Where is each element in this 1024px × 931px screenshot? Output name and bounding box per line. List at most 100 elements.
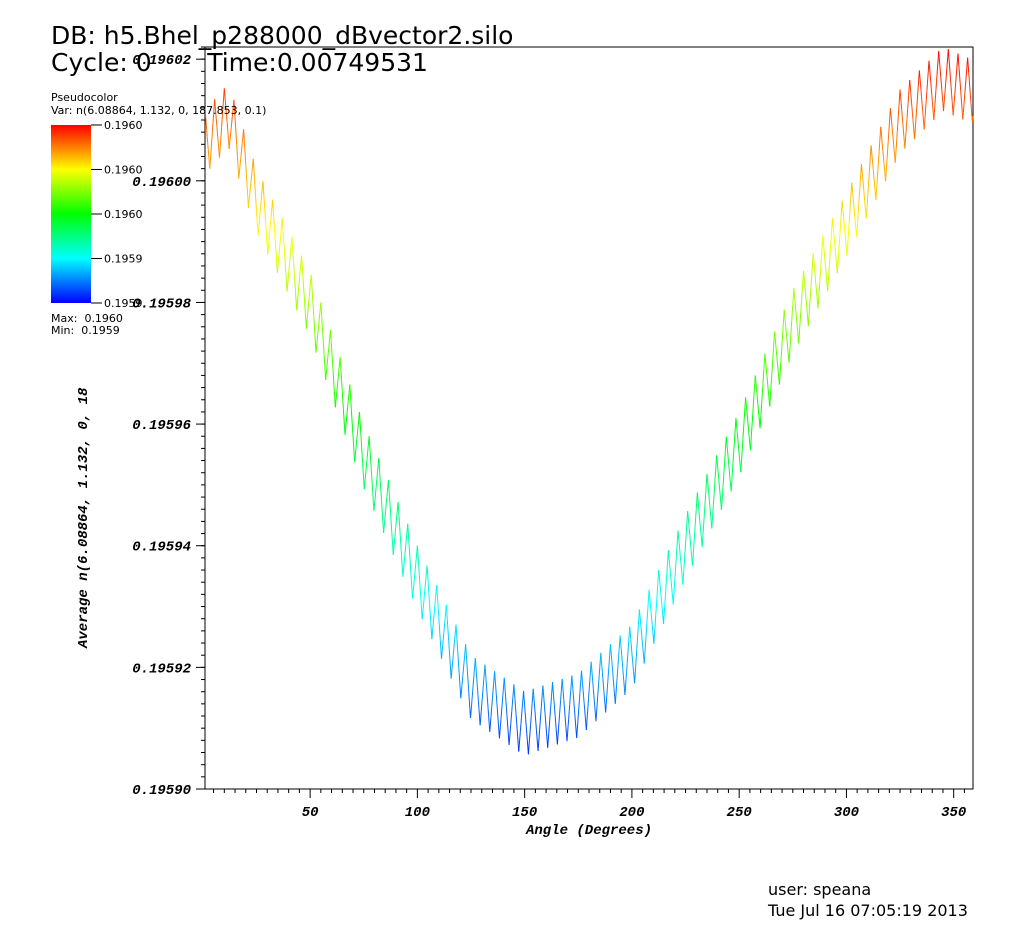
curve-segment xyxy=(287,273,290,280)
curve-segment xyxy=(608,651,611,660)
curve-segment xyxy=(381,507,384,517)
curve-segment xyxy=(892,132,894,139)
curve-segment xyxy=(538,736,540,744)
curve-segment xyxy=(653,627,656,636)
curve-segment xyxy=(742,430,744,439)
curve-segment xyxy=(732,458,734,467)
curve-segment xyxy=(862,182,865,189)
curve-segment xyxy=(901,115,904,123)
curve-segment xyxy=(946,63,948,70)
curve-segment xyxy=(902,128,905,136)
curve-segment xyxy=(600,659,603,667)
curve-segment xyxy=(926,83,928,92)
curve-segment xyxy=(379,474,381,484)
curve-segment xyxy=(635,650,638,659)
curve-segment xyxy=(282,234,285,243)
curve-segment xyxy=(839,224,842,234)
curve-segment xyxy=(790,329,792,338)
curve-segment xyxy=(296,297,299,305)
curve-segment xyxy=(955,74,957,82)
curve-segment xyxy=(216,131,219,139)
curve-segment xyxy=(873,181,876,188)
curve-segment xyxy=(518,738,521,745)
curve-segment xyxy=(585,722,588,731)
curve-segment xyxy=(531,696,534,704)
curve-segment xyxy=(840,208,843,217)
curve-segment xyxy=(526,733,528,741)
curve-segment xyxy=(442,640,444,647)
curve-segment xyxy=(294,285,297,294)
curve-segment xyxy=(570,682,572,691)
curve-segment xyxy=(826,278,828,285)
curve-segment xyxy=(447,629,449,638)
curve-segment xyxy=(575,723,577,731)
curve-segment xyxy=(500,711,503,719)
curve-segment xyxy=(649,595,651,602)
curve-segment xyxy=(387,480,390,489)
curve-segment xyxy=(250,180,252,187)
curve-segment xyxy=(769,389,772,399)
curve-segment xyxy=(887,132,890,141)
curve-segment xyxy=(342,400,344,409)
curve-segment xyxy=(434,597,437,604)
curve-segment xyxy=(925,91,928,100)
curve-segment xyxy=(867,186,869,195)
curve-segment xyxy=(486,694,489,703)
curve-segment xyxy=(641,639,644,646)
curve-segment xyxy=(586,714,588,723)
curve-segment xyxy=(914,123,917,132)
curve-segment xyxy=(612,670,614,678)
curve-segment xyxy=(572,696,575,704)
curve-segment xyxy=(611,664,614,671)
curve-segment xyxy=(229,138,231,144)
curve-segment xyxy=(800,294,803,304)
curve-segment xyxy=(871,151,873,158)
curve-segment xyxy=(952,108,955,116)
curve-segment xyxy=(580,670,583,678)
legend-ticks: 0.1960 0.1960 0.1960 0.1959 0.1959 xyxy=(91,119,143,310)
curve-segment xyxy=(450,672,453,679)
curve-segment xyxy=(513,691,516,700)
curve-segment xyxy=(316,341,318,348)
curve-segment xyxy=(624,679,627,688)
curve-segment xyxy=(733,442,735,451)
curve-segment xyxy=(833,236,836,243)
curve-segment xyxy=(452,648,455,655)
curve-segment xyxy=(943,104,945,112)
curve-segment xyxy=(305,322,308,329)
curve-segment xyxy=(235,126,237,135)
curve-segment xyxy=(359,420,362,430)
curve-segment xyxy=(391,538,394,547)
curve-segment xyxy=(929,73,932,81)
curve-segment xyxy=(515,706,517,715)
curve-segment xyxy=(561,678,564,686)
curve-segment xyxy=(966,64,968,72)
curve-segment xyxy=(347,401,349,407)
curve-segment xyxy=(246,181,248,191)
curve-segment xyxy=(829,242,832,251)
curve-segment xyxy=(374,493,377,500)
curve-segment xyxy=(968,79,971,88)
curve-segment xyxy=(436,585,438,594)
curve-segment xyxy=(454,630,456,637)
curve-segment xyxy=(795,312,798,319)
curve-segment xyxy=(885,165,888,174)
curve-segment xyxy=(685,527,688,536)
curve-segment xyxy=(543,706,546,714)
curve-segment xyxy=(349,384,351,394)
curve-segment xyxy=(796,318,798,326)
curve-segment xyxy=(803,270,805,277)
curve-segment xyxy=(334,401,337,408)
curve-segment xyxy=(756,393,758,399)
curve-segment xyxy=(804,283,806,290)
curve-segment xyxy=(631,659,634,666)
curve-segment xyxy=(965,71,968,79)
curve-segment xyxy=(478,710,481,718)
curve-segment xyxy=(345,423,347,430)
curve-segment xyxy=(459,681,461,691)
curve-segment xyxy=(354,456,356,463)
curve-segment xyxy=(884,169,886,176)
curve-segment xyxy=(299,261,302,268)
curve-segment xyxy=(878,151,880,160)
curve-segment xyxy=(841,200,844,207)
